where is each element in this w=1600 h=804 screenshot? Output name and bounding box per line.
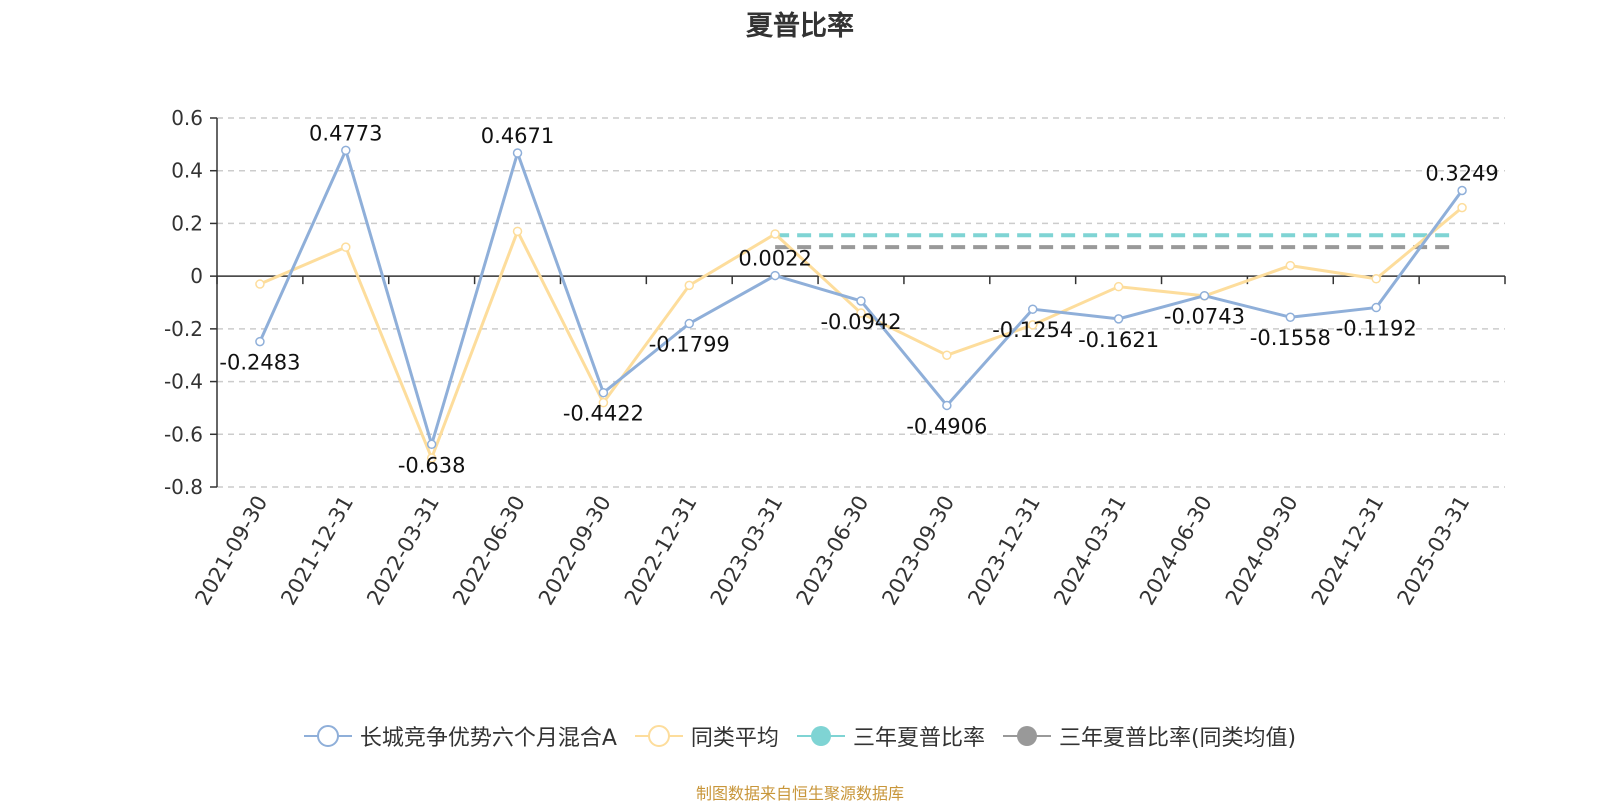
data-label-fund: -0.0942 [820,310,901,334]
x-tick-label: 2024-06-30 [1135,492,1217,610]
point-category-average [255,279,265,289]
data-label-fund: -0.1254 [992,318,1073,342]
point-fund [1113,314,1124,324]
legend-item-fund[interactable]: 长城竞争优势六个月混合A [303,720,617,752]
legend-item-category-average[interactable]: 同类平均 [634,720,779,752]
x-tick-label: 2024-09-30 [1221,492,1303,610]
x-tick-label: 2022-12-31 [620,492,702,610]
x-tick-label: 2024-12-31 [1307,492,1389,610]
point-fund [598,387,609,398]
point-fund [1027,304,1038,314]
legend-marker-three-year-sharpe-category [1002,726,1051,746]
legend-label-three-year-sharpe-category: 三年夏普比率(同类均值) [1058,726,1297,751]
point-fund [770,270,780,281]
data-label-fund: -0.1799 [649,333,730,357]
data-label-fund: -0.2483 [219,351,300,375]
point-fund [1285,312,1296,322]
x-tick-label: 2023-06-30 [792,492,874,610]
x-tick-label: 2022-09-30 [534,492,616,610]
data-label-fund: -0.1558 [1250,326,1331,350]
y-tick-label: 0.2 [171,211,203,235]
point-fund [942,400,952,411]
x-tick-label: 2023-03-31 [706,492,788,610]
point-category-average [684,280,695,291]
point-category-average [512,226,523,237]
x-tick-label: 2023-12-31 [963,492,1045,610]
legend-label-category-average: 同类平均 [690,726,779,751]
legend-label-three-year-sharpe: 三年夏普比率 [852,726,985,751]
y-tick-label: -0.2 [164,317,203,341]
data-label-fund: 0.4773 [309,121,382,145]
data-label-fund: 0.4671 [481,124,554,148]
legend: 长城竞争优势六个月混合A 同类平均 三年夏普比率 三年夏普比率(同类均值) [0,720,1600,752]
legend-marker-three-year-sharpe [796,726,845,746]
point-category-average [1027,320,1038,330]
point-category-average [1285,260,1296,271]
data-label-fund: -0.1621 [1078,328,1159,352]
point-category-average [942,350,952,360]
y-tick-label: 0 [190,264,203,288]
data-label-fund: -0.4906 [906,414,987,438]
y-tick-label: -0.6 [164,422,203,446]
point-fund [341,145,351,156]
point-fund [255,336,265,347]
chart-title: 夏普比率 [746,11,854,42]
data-label-fund: 0.3249 [1425,162,1498,186]
x-tick-label: 2023-09-30 [877,492,959,610]
point-category-average [1371,274,1381,284]
point-fund [684,318,695,329]
y-tick-label: 0.6 [171,106,203,130]
x-tick-label: 2022-03-31 [362,491,444,609]
y-tick-label: -0.8 [164,475,203,499]
x-tick-label: 2024-03-31 [1049,492,1131,610]
legend-item-three-year-sharpe-category[interactable]: 三年夏普比率(同类均值) [1002,720,1297,752]
point-fund [1457,185,1467,196]
x-tick-label: 2025-03-31 [1393,492,1475,610]
legend-marker-fund [303,725,352,747]
legend-marker-category-average [634,725,683,747]
point-category-average [341,242,351,252]
legend-item-three-year-sharpe[interactable]: 三年夏普比率 [796,720,985,752]
data-label-fund: -0.1192 [1336,317,1417,341]
x-tick-label: 2021-12-31 [276,492,358,610]
data-label-fund: 0.0022 [738,247,811,271]
point-category-average [1457,202,1467,213]
data-source-note: 制图数据来自恒生聚源数据库 [695,784,904,803]
point-category-average [1113,281,1124,292]
point-fund [426,439,437,450]
legend-label-fund: 长城竞争优势六个月混合A [359,726,617,751]
point-category-average [426,453,437,463]
data-label-fund: -0.4422 [563,402,644,426]
point-fund [1199,290,1210,301]
y-tick-label: 0.4 [171,159,203,183]
x-tick-label: 2022-06-30 [448,492,530,610]
x-tick-label: 2021-09-30 [190,492,272,610]
data-label-fund: -0.0743 [1164,305,1245,329]
point-fund [512,148,523,158]
point-fund [856,296,866,306]
point-category-average [598,397,609,408]
point-fund [1371,302,1381,313]
point-category-average [856,308,866,318]
data-label-fund: -0.638 [398,453,466,477]
point-category-average [770,229,780,239]
y-tick-label: -0.4 [164,370,203,394]
